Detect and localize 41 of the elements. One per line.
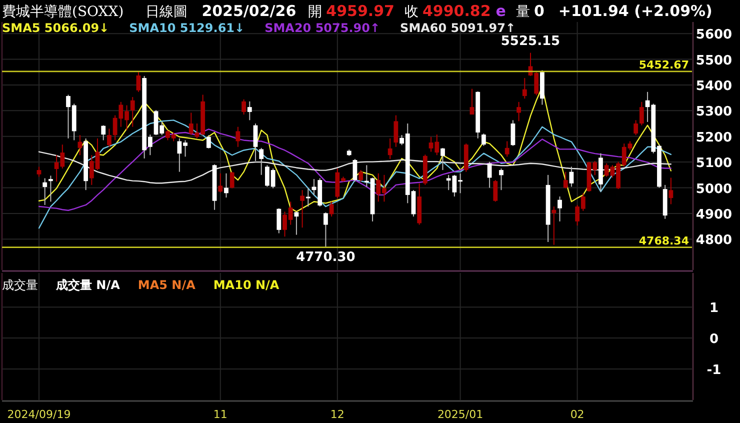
text: SMA5 5066.09↓ — [2, 21, 110, 35]
y-tick-label: 1 — [709, 301, 719, 316]
y-tick-label: 4900 — [696, 207, 732, 222]
legend-label: MA10 N/A — [213, 278, 280, 292]
text: SMA20 5075.90↑ — [264, 21, 380, 35]
legend-label: MA5 N/A — [138, 278, 196, 292]
y-tick-label: 5500 — [696, 53, 732, 68]
x-tick-label: 2024/09/19 — [7, 408, 71, 421]
x-tick-label: 12 — [330, 408, 344, 421]
y-tick-label: 5100 — [696, 156, 732, 172]
y-tick-label: 5400 — [696, 78, 732, 94]
line-series — [38, 151, 672, 184]
chart-title: 成交量 — [2, 278, 38, 292]
text: 收 — [404, 4, 418, 20]
y-tick-label: 5200 — [696, 130, 732, 146]
text: SMA10 5129.61↓ — [129, 21, 245, 35]
y-tick-label: 5600 — [696, 28, 732, 43]
x-tick-label: 11 — [213, 408, 228, 421]
text: 量 — [516, 4, 530, 20]
text: SMA60 5091.97↑ — [400, 21, 516, 35]
text: 0 — [534, 2, 544, 20]
text: 2025/02/26 — [202, 2, 296, 20]
y-tick-label: 5000 — [696, 182, 732, 197]
text: +101.94 (+2.09%) — [558, 2, 712, 20]
chart-subtitle: 日線圖 — [146, 4, 188, 20]
text: e — [496, 2, 506, 20]
x-tick-label: 2025/01 — [437, 408, 484, 421]
y-tick-label: -1 — [706, 363, 722, 378]
annotation: 5525.15 — [500, 34, 560, 49]
ref-line-label: 5452.67 — [638, 58, 689, 72]
chart-title: 費城半導體(SOXX) — [2, 4, 124, 20]
legend-label: 成交量 N/A — [55, 278, 121, 292]
text: 開 — [308, 4, 322, 20]
y-tick-label: 5300 — [696, 104, 732, 120]
annotation: 4770.30 — [296, 250, 356, 265]
ref-line-label: 4768.34 — [638, 234, 690, 248]
y-tick-label: 0 — [709, 332, 719, 348]
x-tick-label: 02 — [570, 408, 584, 421]
text: 4959.97 — [326, 2, 394, 20]
y-tick-label: 4800 — [696, 233, 732, 248]
text: 4990.82 — [422, 2, 491, 20]
